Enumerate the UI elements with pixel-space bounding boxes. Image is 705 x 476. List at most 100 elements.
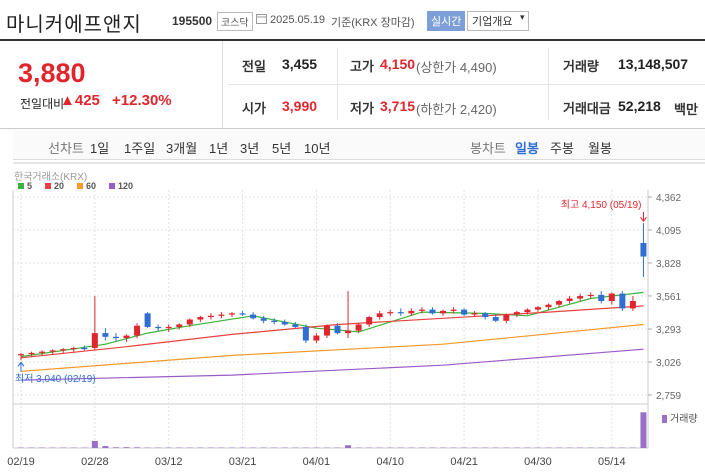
- stat-label: 전일: [242, 59, 266, 74]
- candle-body: [197, 317, 204, 320]
- stat-label: 거래량: [563, 59, 599, 74]
- candle-body: [176, 324, 183, 327]
- candle-body: [577, 296, 584, 299]
- candle-body: [70, 347, 77, 350]
- candle-body: [397, 312, 404, 314]
- line-tab[interactable]: 10년: [304, 141, 331, 156]
- candle-body: [229, 313, 235, 315]
- realtime-button[interactable]: 실시간: [427, 11, 466, 31]
- candle-body: [91, 333, 98, 348]
- market-badge: 코스닥: [217, 12, 253, 31]
- stat-value: 4,150: [380, 56, 416, 72]
- volume-bar: [112, 447, 119, 448]
- candle-body: [281, 322, 288, 325]
- x-tick-label: 03/12: [155, 456, 183, 468]
- x-tick-label: 02/28: [81, 456, 109, 468]
- candle-body: [598, 294, 605, 302]
- volume-bar: [640, 412, 647, 448]
- candle-tab-label: 봉차트: [470, 141, 506, 156]
- volume-bar: [345, 445, 352, 448]
- legend-label: 20: [54, 181, 64, 191]
- x-tick-label: 05/14: [598, 456, 626, 468]
- volume-legend: [662, 415, 667, 423]
- candle-body: [186, 319, 193, 325]
- quote-basis: 기준(KRX 장마감): [331, 17, 415, 29]
- candle-body: [49, 350, 56, 352]
- candle-body: [566, 298, 573, 302]
- candle-body: [165, 326, 172, 329]
- volume-label: 거래량: [670, 413, 698, 425]
- line-tab[interactable]: 3개월: [166, 141, 198, 156]
- candle-tab[interactable]: 일봉: [515, 141, 539, 156]
- volume-bar: [91, 440, 98, 448]
- stat-value: 3,715: [380, 98, 416, 114]
- stat-label: 거래대금: [563, 101, 611, 116]
- line-tab[interactable]: 5년: [272, 141, 292, 156]
- candle-body: [376, 313, 383, 318]
- candle-body: [545, 304, 552, 308]
- stat-label: 고가: [350, 59, 374, 74]
- candle-body: [408, 310, 415, 314]
- legend-label: 120: [118, 181, 133, 191]
- y-tick-label: 3,561: [656, 292, 681, 303]
- candle-body: [207, 315, 214, 318]
- candle-body: [302, 326, 309, 341]
- line-tab[interactable]: 1주일: [124, 141, 156, 156]
- x-tick-label: 04/21: [450, 456, 478, 468]
- candle-body: [556, 301, 563, 305]
- x-tick-label: 04/10: [376, 456, 404, 468]
- line-tab[interactable]: 1년: [209, 141, 229, 156]
- x-tick-label: 02/19: [7, 456, 35, 468]
- candle-tab[interactable]: 주봉: [550, 141, 574, 156]
- candle-body: [218, 314, 225, 316]
- y-tick-label: 2,759: [656, 391, 681, 402]
- candle-body: [619, 293, 626, 309]
- max-arrow: [640, 212, 647, 223]
- candle-body: [366, 317, 373, 325]
- candle-body: [387, 312, 394, 314]
- divider: [222, 41, 223, 128]
- candle-body: [524, 309, 531, 313]
- legend-swatch: [77, 183, 83, 189]
- min-label: 최저 3,040 (02/19): [15, 373, 96, 385]
- line-tab[interactable]: 1일: [90, 141, 110, 156]
- candle-body: [155, 326, 162, 329]
- candle-body: [461, 309, 468, 315]
- legend-swatch: [18, 183, 24, 189]
- company-dropdown[interactable]: 기업개요 ▾: [467, 11, 530, 31]
- change-label: 전일대비: [20, 97, 65, 111]
- moving-average: [20, 323, 644, 372]
- y-tick-label: 3,026: [656, 358, 681, 369]
- candle-tab[interactable]: 월봉: [588, 141, 612, 156]
- divider: [0, 128, 705, 129]
- stat-value: 3,990: [282, 98, 318, 114]
- y-tick-label: 4,362: [656, 193, 681, 204]
- candle-body: [144, 313, 151, 327]
- legend-label: 5: [27, 181, 32, 191]
- candle-body: [102, 333, 109, 337]
- calendar-icon: [256, 14, 267, 24]
- candle-body: [81, 347, 88, 350]
- source: 한국거래소(KRX): [14, 171, 87, 183]
- candle-body: [503, 314, 510, 321]
- line-tab-label: 선차트: [48, 141, 84, 156]
- x-tick-label: 04/30: [524, 456, 552, 468]
- candle-body: [334, 325, 341, 334]
- candle-body: [513, 312, 520, 315]
- stat-note: (상한가 4,490): [416, 60, 497, 75]
- line-tab[interactable]: 3년: [240, 141, 260, 156]
- candle-body: [640, 242, 647, 257]
- candle-body: [123, 335, 130, 339]
- x-tick-label: 04/01: [303, 456, 331, 468]
- current-price: 3,880: [18, 58, 86, 88]
- candle-body: [471, 313, 478, 315]
- divider: [228, 84, 705, 85]
- candle-body: [534, 307, 541, 310]
- volume-bar: [102, 446, 109, 448]
- candle-body: [271, 320, 278, 323]
- candle-body: [112, 336, 119, 339]
- candle-body: [418, 309, 425, 311]
- candle-body: [345, 330, 352, 334]
